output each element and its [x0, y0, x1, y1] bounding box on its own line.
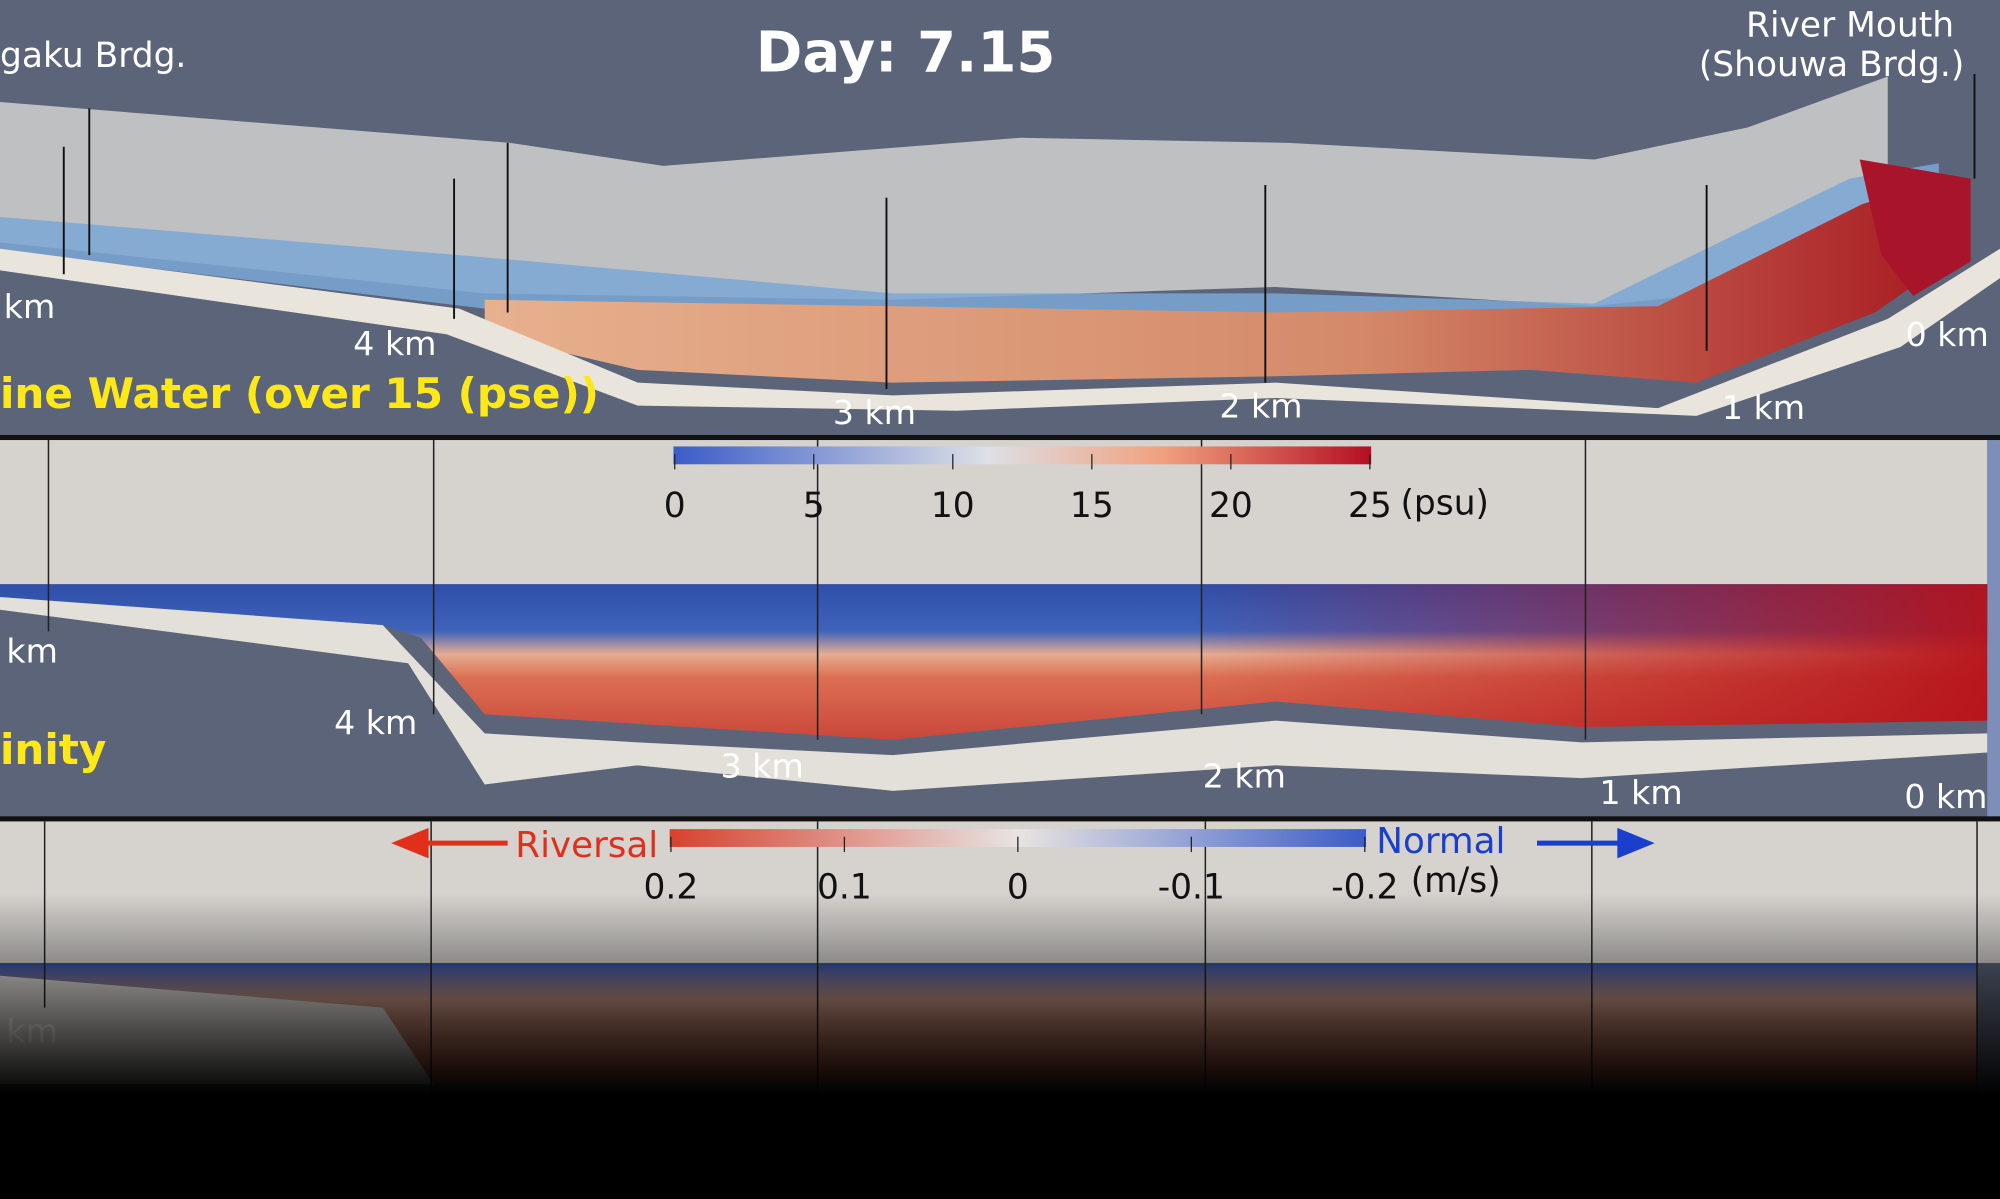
km-label: 4 km	[334, 703, 417, 742]
km-label: 2 km	[1203, 757, 1286, 796]
fresh-water	[0, 163, 1939, 326]
colorbar-label: 5	[803, 486, 825, 526]
km-label: km	[4, 287, 56, 326]
panel-caption: inity	[0, 725, 106, 774]
normal-label: Normal	[1376, 821, 1505, 862]
km-label: km	[6, 632, 58, 671]
colorbar-label: 15	[1070, 486, 1114, 526]
km-label: 0 km	[1904, 777, 1987, 816]
fade	[0, 892, 2000, 1097]
km-label: 2 km	[1219, 387, 1302, 426]
divider	[0, 434, 2000, 441]
panel-caption: ine Water (over 15 (pse))	[0, 369, 599, 418]
colorbar-label: 0	[664, 486, 686, 526]
saline-water	[484, 181, 1939, 383]
reversal-label: Riversal	[515, 825, 658, 866]
black-band	[0, 1095, 2000, 1199]
bridge-label: gaku Brdg.	[0, 36, 186, 76]
km-label: 1 km	[1722, 388, 1805, 427]
edge	[1987, 440, 2000, 818]
km-posts	[47, 440, 1587, 740]
salinity-field	[0, 584, 1988, 740]
colorbar-unit: (psu)	[1401, 484, 1489, 524]
km-posts	[62, 73, 1976, 390]
mouth-label: (Shouwa Brdg.)	[1699, 45, 1964, 85]
colorbar-label: 20	[1209, 486, 1253, 526]
colorbar-label: 25	[1348, 486, 1392, 526]
km-label: 0 km	[1906, 315, 1989, 354]
km-label: 3 km	[721, 746, 804, 785]
mouth-block	[1859, 159, 1971, 296]
km-label: 3 km	[833, 393, 916, 432]
arrow-right	[1536, 827, 1655, 859]
colorbar	[673, 446, 1372, 465]
colorbar-label: 10	[931, 486, 975, 526]
km-label: 4 km	[353, 324, 436, 363]
wall	[0, 76, 1888, 307]
mouth-label: River Mouth	[1746, 5, 1954, 45]
divider	[0, 816, 2000, 822]
river-bed	[0, 594, 1988, 791]
day-title: Day: 7.15	[756, 21, 1056, 86]
arrow-left	[391, 827, 508, 859]
km-label: 1 km	[1599, 773, 1682, 812]
